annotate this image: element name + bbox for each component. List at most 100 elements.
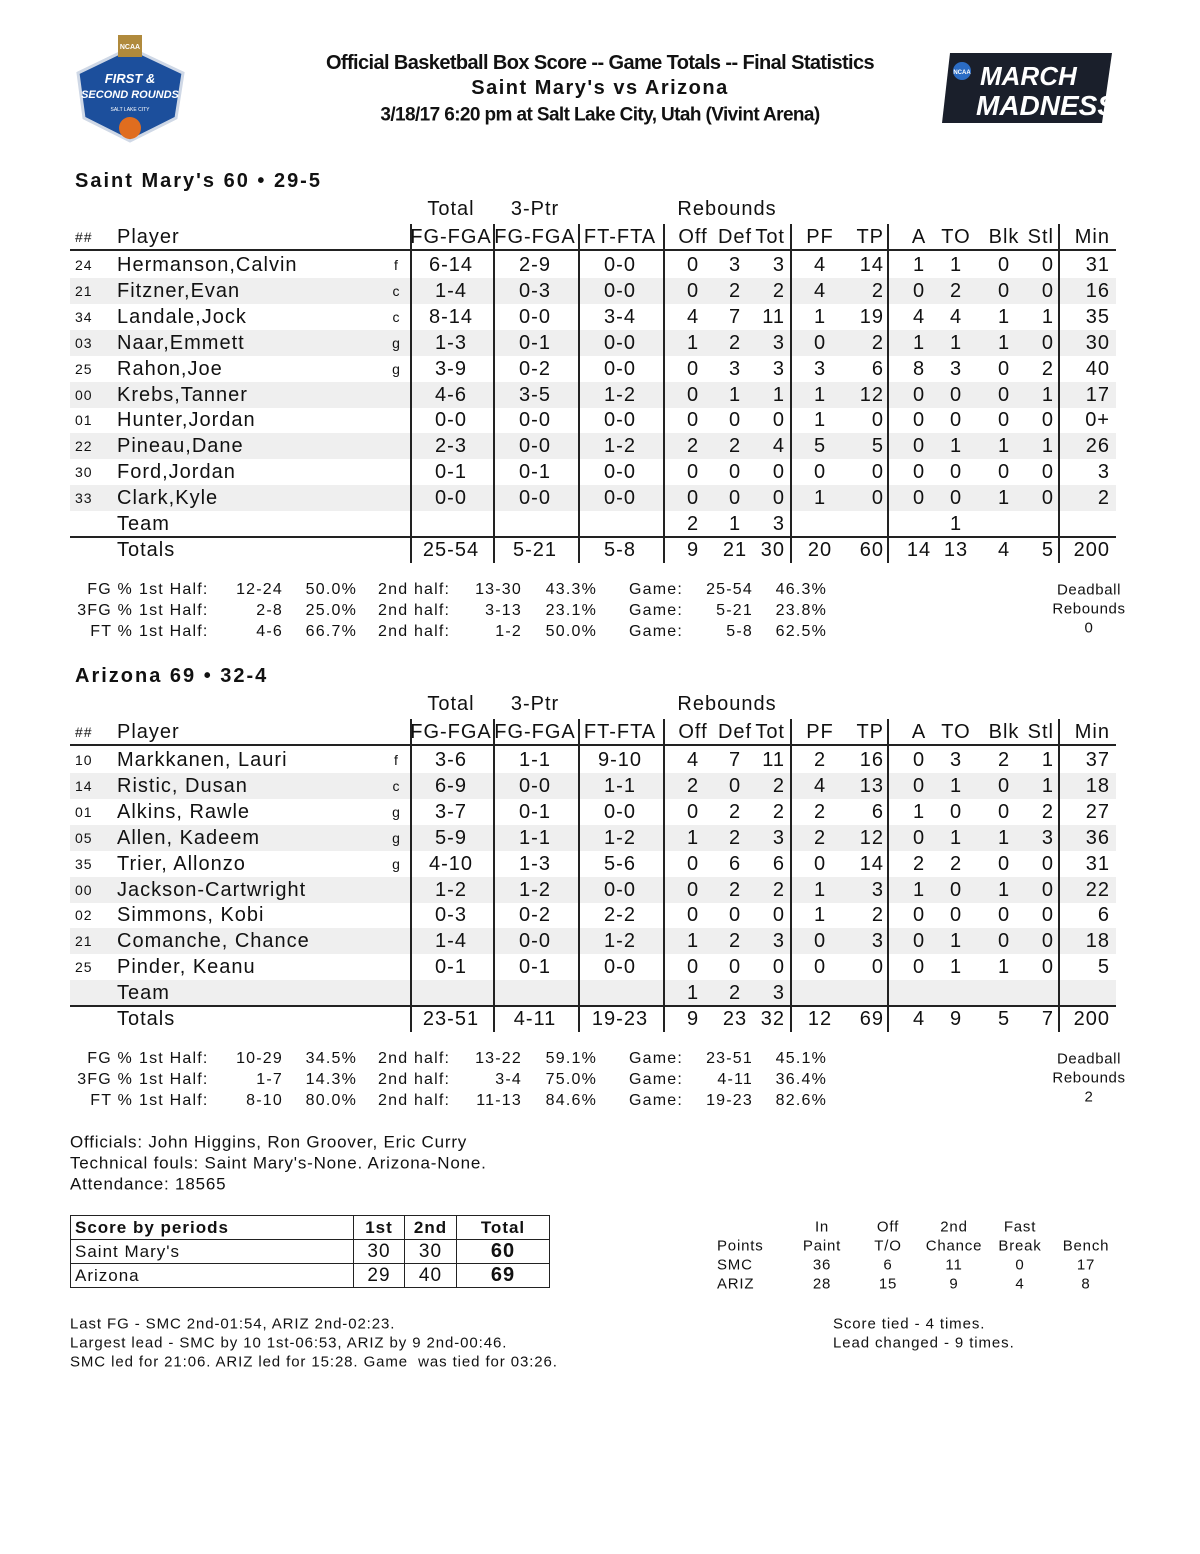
stat-cell: 25 [75, 360, 93, 377]
stat-cell: 30 [75, 464, 93, 481]
player-name: Team [117, 982, 170, 1005]
stat-cell: 0 [997, 904, 1011, 927]
stat-cell: 6 [728, 852, 742, 875]
stat-cell: 1 [686, 826, 700, 849]
column-group: Rebounds [677, 198, 777, 220]
stat-cell: 1 [997, 956, 1011, 979]
deadball: Rebounds [1052, 600, 1126, 618]
column-header: ## [75, 724, 93, 740]
shooting-stat: 2nd half: [378, 622, 451, 640]
shooting-stat: 1-2 [495, 622, 522, 640]
stat-cell: 0 [1041, 878, 1054, 901]
shooting-stat: FT % [90, 622, 133, 640]
points-header: Fast [1003, 1218, 1037, 1236]
shooting-stat: 3-4 [495, 1071, 522, 1088]
stat-cell: 1-1 [519, 749, 551, 771]
points-cell: 8 [1081, 1275, 1091, 1293]
stat-cell: 0 [686, 254, 700, 276]
shooting-stat: 10-29 [236, 1050, 283, 1067]
stat-cell: 2 [728, 800, 742, 823]
column-header: FG-FGA [410, 721, 492, 743]
deadball: 2 [1084, 1088, 1094, 1106]
shooting-stat: 23.8% [775, 601, 827, 619]
shooting-stat: 2nd half: [378, 580, 451, 598]
column-header: FT-FTA [583, 226, 657, 248]
score-cell: 1st [353, 1215, 405, 1240]
stat-cell: 0 [871, 956, 884, 979]
deadball: Deadball [1056, 581, 1122, 599]
stat-cell: 5 [1097, 956, 1110, 979]
stat-cell: 0 [1041, 487, 1054, 510]
stat-cell: 0 [997, 357, 1011, 380]
stat-cell: 0 [997, 279, 1011, 302]
stat-cell: 17 [1085, 383, 1110, 406]
stat-cell: 6-9 [435, 774, 467, 797]
stat-cell: 0-1 [519, 461, 551, 484]
stat-cell: 0 [728, 461, 742, 484]
stat-cell: 2 [813, 749, 827, 771]
points-header: 2nd [940, 1218, 968, 1236]
shooting-stat: 2nd half: [378, 1071, 451, 1088]
stat-cell: 0 [871, 409, 884, 432]
stat-cell: 0-0 [604, 487, 636, 510]
points-header: Points [717, 1237, 764, 1255]
score-by-periods: Score by periods 1st 2nd Total Saint Mary's 3… [70, 1215, 550, 1288]
column-header: TO [941, 721, 971, 743]
stat-cell: 12 [859, 826, 884, 849]
player-name: Totals [117, 1008, 176, 1030]
stat-cell: 22 [1085, 878, 1110, 901]
player-name: Naar,Emmett [117, 331, 245, 354]
stat-cell: 25-54 [422, 538, 480, 561]
shooting-stat: 3FG % [77, 1071, 133, 1088]
stat-cell: 9-10 [597, 749, 643, 771]
stat-cell: 0 [912, 774, 926, 797]
stat-cell: 2 [728, 826, 742, 849]
stat-cell: 1 [912, 254, 926, 276]
stat-cell: 2 [772, 279, 785, 302]
stat-cell: 7 [728, 749, 742, 771]
column-header: Min [1074, 721, 1110, 743]
stat-cell: 30 [1085, 331, 1110, 354]
stat-cell: 13 [943, 538, 969, 561]
stat-cell: 5 [871, 435, 884, 458]
stat-cell: 1-2 [604, 435, 636, 458]
points-cell: ARIZ [717, 1275, 755, 1293]
rule [70, 535, 1116, 538]
stat-cell: 5-9 [435, 826, 467, 849]
stat-cell: f [394, 257, 398, 273]
shooting-stat: Game: [629, 622, 684, 640]
stat-cell: 10 [75, 752, 93, 768]
shooting-stat: 36.4% [775, 1071, 827, 1088]
stat-cell: 2 [813, 826, 827, 849]
stat-cell: 0 [813, 852, 827, 875]
stat-cell: 0 [997, 383, 1011, 406]
column-rule [887, 719, 889, 1032]
stat-cell: 5 [1041, 538, 1054, 561]
stat-cell: 4 [772, 435, 785, 458]
shooting-stat: 43.3% [545, 580, 597, 598]
stat-cell: 30 [760, 538, 785, 561]
stat-cell: 0 [686, 279, 700, 302]
stat-cell: 3 [772, 513, 785, 535]
stat-cell: 6 [871, 357, 884, 380]
shooting-stat: 14.3% [305, 1071, 357, 1088]
shooting-stat: 2nd half: [378, 1092, 451, 1109]
stat-cell: 2 [912, 852, 926, 875]
stat-cell: 3 [772, 930, 785, 953]
stat-cell: 0 [912, 435, 926, 458]
stat-cell: 36 [1085, 826, 1110, 849]
stat-cell: 0-0 [604, 254, 636, 276]
stat-cell: 4 [949, 305, 963, 328]
logo-text: MADNESS [976, 90, 1116, 121]
stat-cell: 26 [1085, 435, 1110, 458]
stat-cell: 40 [1085, 357, 1110, 380]
column-rule [493, 719, 495, 1032]
shooting-stat: 50.0% [545, 622, 597, 640]
stat-cell: 0 [949, 409, 963, 432]
stat-cell: 21 [722, 538, 748, 561]
stat-cell: 3 [813, 357, 827, 380]
stat-cell: 0-1 [435, 461, 467, 484]
stat-cell: 1 [997, 878, 1011, 901]
stat-cell: 1 [813, 383, 827, 406]
stat-cell: 0 [997, 461, 1011, 484]
